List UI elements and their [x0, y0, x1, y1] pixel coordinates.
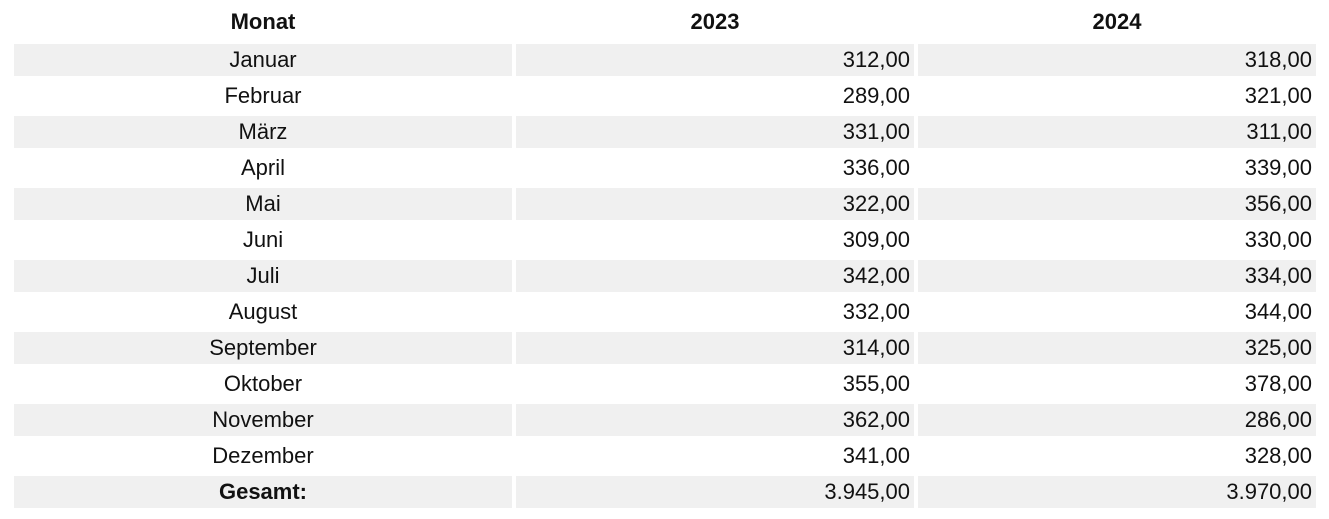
month-cell: März [14, 116, 512, 148]
value-2024-cell: 344,00 [1244, 299, 1312, 324]
table-row: Februar 289,00 321,00 [14, 80, 1316, 112]
header-month: Monat [230, 9, 296, 34]
header-2024: 2024 [1092, 9, 1142, 34]
table-row: Dezember 341,00 328,00 [14, 440, 1316, 472]
table-row: April 336,00 339,00 [14, 152, 1316, 184]
month-cell: Juni [242, 227, 284, 252]
total-row: Gesamt: 3.945,00 3.970,00 [14, 476, 1316, 508]
value-2024-cell: 356,00 [918, 188, 1316, 220]
table-row: Mai 322,00 356,00 [14, 188, 1316, 220]
value-2024-cell: 318,00 [918, 44, 1316, 76]
table-row: November 362,00 286,00 [14, 404, 1316, 436]
month-cell: Juli [14, 260, 512, 292]
table-row: September 314,00 325,00 [14, 332, 1316, 364]
total-2024-cell: 3.970,00 [918, 476, 1316, 508]
value-2024-cell: 334,00 [918, 260, 1316, 292]
value-2023-cell: 314,00 [516, 332, 914, 364]
value-2024-cell: 325,00 [918, 332, 1316, 364]
value-2023-cell: 336,00 [842, 155, 910, 180]
month-cell: Januar [14, 44, 512, 76]
value-2024-cell: 328,00 [1244, 443, 1312, 468]
table-row: August 332,00 344,00 [14, 296, 1316, 328]
total-label: Gesamt: [14, 476, 512, 508]
value-2024-cell: 311,00 [918, 116, 1316, 148]
month-cell: Dezember [212, 443, 314, 468]
month-cell: September [14, 332, 512, 364]
value-2023-cell: 309,00 [842, 227, 910, 252]
value-2024-cell: 330,00 [1244, 227, 1312, 252]
header-2023: 2023 [690, 9, 740, 34]
value-2023-cell: 289,00 [842, 83, 910, 108]
value-2023-cell: 355,00 [842, 371, 910, 396]
value-2024-cell: 378,00 [1244, 371, 1312, 396]
value-2023-cell: 312,00 [516, 44, 914, 76]
value-2023-cell: 362,00 [516, 404, 914, 436]
month-cell: Oktober [223, 371, 303, 396]
month-cell: August [228, 299, 298, 324]
monthly-comparison-table: Monat 2023 2024 Januar 312,00 318,00 Feb… [10, 0, 1320, 512]
month-cell: Februar [224, 83, 302, 108]
value-2024-cell: 321,00 [1244, 83, 1312, 108]
value-2024-cell: 286,00 [918, 404, 1316, 436]
value-2023-cell: 341,00 [842, 443, 910, 468]
total-2023-cell: 3.945,00 [516, 476, 914, 508]
header-row: Monat 2023 2024 [14, 4, 1316, 40]
month-cell: April [240, 155, 285, 180]
table-row: Juni 309,00 330,00 [14, 224, 1316, 256]
table-row: März 331,00 311,00 [14, 116, 1316, 148]
table-row: Oktober 355,00 378,00 [14, 368, 1316, 400]
value-2023-cell: 331,00 [516, 116, 914, 148]
table-row: Januar 312,00 318,00 [14, 44, 1316, 76]
value-2023-cell: 342,00 [516, 260, 914, 292]
value-2024-cell: 339,00 [1244, 155, 1312, 180]
table-row: Juli 342,00 334,00 [14, 260, 1316, 292]
value-2023-cell: 332,00 [842, 299, 910, 324]
month-cell: Mai [14, 188, 512, 220]
value-2023-cell: 322,00 [516, 188, 914, 220]
month-cell: November [14, 404, 512, 436]
